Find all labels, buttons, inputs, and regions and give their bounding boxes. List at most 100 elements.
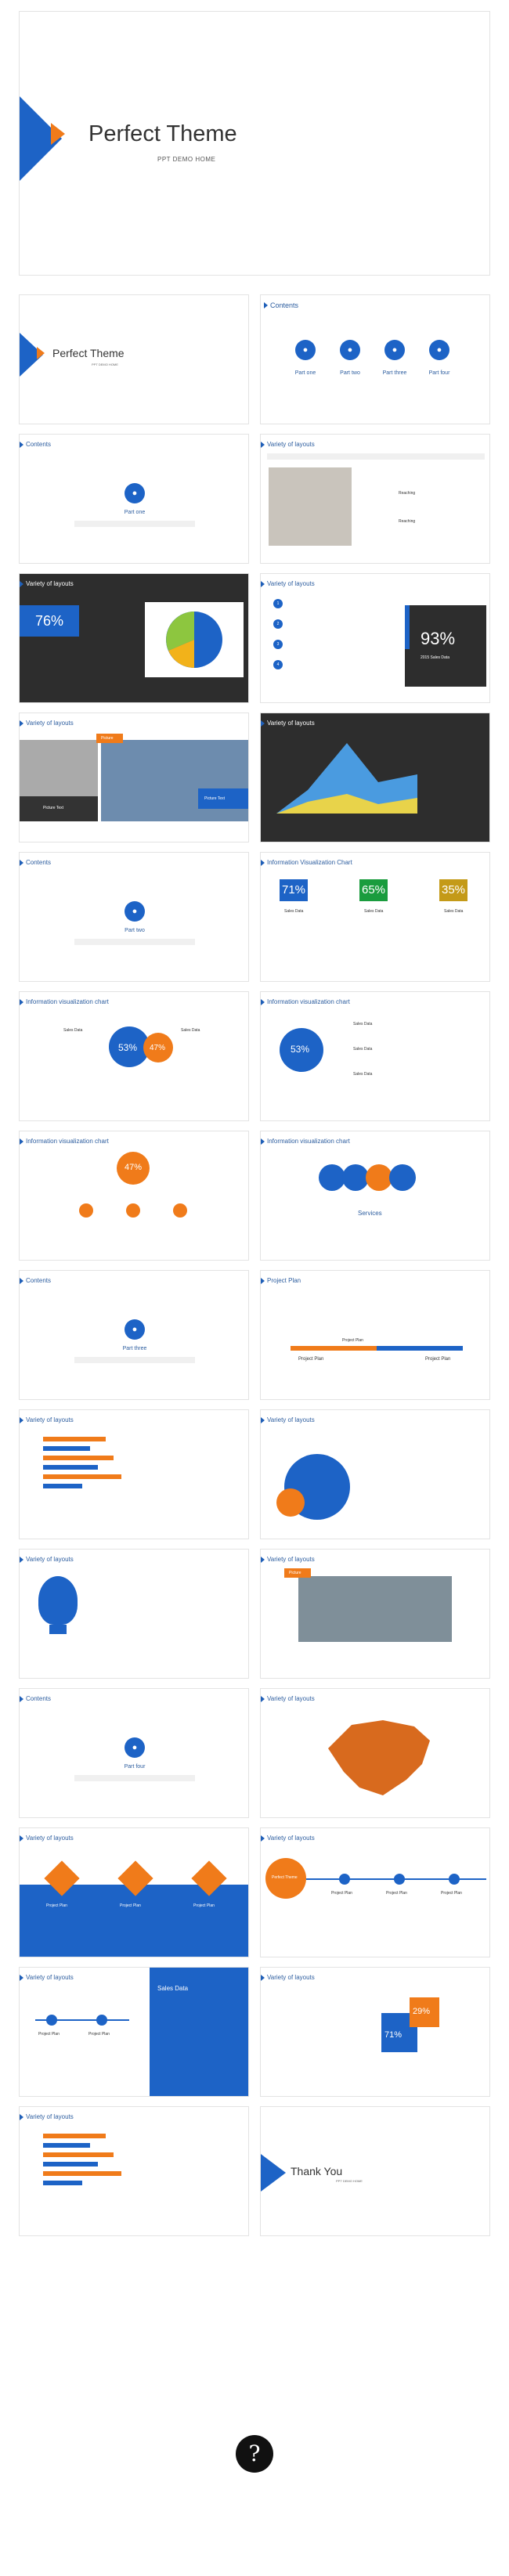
slide-variety-13[interactable]: Variety of layouts Project Plan Project …: [19, 1967, 249, 2097]
text-placeholder: [74, 939, 195, 945]
slide-variety-4[interactable]: Variety of layouts Picture Text Picture …: [19, 713, 249, 842]
service-circle: [389, 1164, 416, 1191]
plan-label: Project Plan: [193, 1903, 215, 1908]
picture-text-box: [198, 788, 248, 809]
slide-variety-3[interactable]: Variety of layouts 1 2 3 4 93% 2015 Sale…: [260, 573, 490, 703]
stat-47: 47%: [125, 1163, 143, 1172]
circle-47: [143, 1033, 173, 1063]
plan-label: Project Plan: [38, 2032, 60, 2037]
part-one-icon: ●: [295, 340, 316, 360]
slide-variety-12[interactable]: Variety of layouts Perfect Theme Project…: [260, 1827, 490, 1957]
hbar: [43, 1437, 106, 1441]
text-placeholder: [267, 453, 485, 460]
sales-data-label: Sales Data: [353, 1022, 373, 1026]
contents-part-label: Part one: [294, 370, 316, 376]
slide-info-chart-3[interactable]: Information visualization chart 53% Sale…: [260, 991, 490, 1121]
slide-title: Variety of layouts: [261, 1695, 315, 1702]
slide-variety-5[interactable]: Variety of layouts: [260, 713, 490, 842]
list-bullet-icon: 4: [273, 660, 283, 669]
slide-title: Variety of layouts: [261, 580, 315, 587]
thanks-blue-triangle: [261, 2154, 286, 2192]
hbar: [43, 1484, 82, 1488]
stat-53: 53%: [291, 1044, 310, 1055]
slide-variety-1[interactable]: Variety of layouts Reaching Reaching: [260, 434, 490, 564]
slide-contents-overview[interactable]: Contents ● ● ● ● Part one Part two Part …: [260, 294, 490, 424]
part-three-icon: ●: [125, 1319, 145, 1340]
plan-label: Project Plan: [342, 1338, 363, 1343]
stat-panel: [405, 605, 486, 687]
slide-part-two[interactable]: Contents ● Part two: [19, 852, 249, 982]
part-label: Part two: [125, 928, 145, 933]
slide-variety-10[interactable]: Variety of layouts: [260, 1688, 490, 1818]
slide-variety-2[interactable]: Variety of layouts 76%: [19, 573, 249, 703]
part-four-icon: ●: [429, 340, 449, 360]
slide-title: Information visualization chart: [20, 998, 109, 1005]
lightbulb-icon: [38, 1576, 78, 1625]
slide-title: Contents: [20, 1695, 52, 1702]
slide-info-chart-5[interactable]: Information visualization chart Services: [260, 1131, 490, 1261]
stat-65: 65%: [359, 879, 388, 901]
hbar: [43, 2143, 90, 2148]
sales-data-label: Sales Data: [353, 1072, 373, 1077]
small-orange-circle: [126, 1203, 140, 1218]
slide-title: Variety of layouts: [261, 1416, 315, 1423]
part-label: Part three: [122, 1346, 147, 1351]
photo-placeholder: [269, 467, 352, 546]
contents-part-label: Part four: [428, 370, 450, 376]
stat-71: 71%: [280, 879, 308, 901]
slide-variety-11[interactable]: Variety of layouts Project Plan Project …: [19, 1827, 249, 1957]
stat-29: 29%: [413, 2007, 431, 2016]
hbar: [43, 1465, 98, 1470]
slide-title: Contents: [20, 1277, 52, 1284]
part-two-icon: ●: [125, 901, 145, 922]
picture-text-label: Picture Text: [43, 806, 64, 810]
picture-tag: [96, 734, 123, 743]
plan-label: Project Plan: [298, 1357, 324, 1362]
perfect-theme-circle: [265, 1858, 306, 1899]
part-three-icon: ●: [384, 340, 405, 360]
slide-title: Information visualization chart: [20, 1138, 109, 1145]
china-map: [328, 1720, 430, 1795]
timeline-dot: [449, 1874, 460, 1885]
sales-data-label: Sales Data: [63, 1028, 83, 1033]
slide-title: Variety of layouts: [261, 720, 315, 727]
service-circle: [366, 1164, 392, 1191]
hbar: [43, 1456, 114, 1460]
sales-data-label: 2015 Sales Data: [421, 655, 449, 660]
brand-logo: ?: [236, 2435, 273, 2473]
cover-slide[interactable]: Perfect Theme PPT DEMO HOME: [19, 11, 490, 276]
slide-part-three[interactable]: Contents ● Part three: [19, 1270, 249, 1400]
stat-35: 35%: [439, 879, 467, 901]
cover-orange-triangle: [51, 123, 65, 145]
slide-small-cover[interactable]: Perfect Theme PPT DEMO HOME: [19, 294, 249, 424]
slide-info-chart-1[interactable]: Information Visualization Chart 71% 65% …: [260, 852, 490, 982]
plan-label: Project Plan: [386, 1891, 407, 1896]
small-cover-orange-triangle: [37, 347, 45, 359]
blue-band: [20, 1885, 248, 1957]
slide-variety-15[interactable]: Variety of layouts: [19, 2106, 249, 2236]
slide-info-chart-4[interactable]: Information visualization chart 47%: [19, 1131, 249, 1261]
service-circle: [319, 1164, 345, 1191]
slide-info-chart-2[interactable]: Information visualization chart 53% 47% …: [19, 991, 249, 1121]
slide-variety-14[interactable]: Variety of layouts 71% 29%: [260, 1967, 490, 2097]
sales-data-label: Sales Data: [157, 1985, 189, 1992]
slide-variety-7[interactable]: Variety of layouts: [260, 1409, 490, 1539]
service-circle: [342, 1164, 369, 1191]
thanks-title: Thank You: [291, 2165, 343, 2177]
reaching-label: Reaching: [399, 491, 416, 496]
timeline-line: [35, 2019, 129, 2021]
slide-variety-6[interactable]: Variety of layouts: [19, 1409, 249, 1539]
sales-data-panel: [150, 1968, 248, 2096]
circle-53: [109, 1026, 150, 1067]
slide-variety-9[interactable]: Variety of layouts Picture: [260, 1549, 490, 1679]
slide-variety-8[interactable]: Variety of layouts: [19, 1549, 249, 1679]
cover-subtitle: PPT DEMO HOME: [157, 156, 216, 163]
slide-title: Contents: [20, 859, 52, 866]
slide-thank-you[interactable]: Thank You PPT DEMO HOME: [260, 2106, 490, 2236]
timeline-progress: [291, 1346, 377, 1351]
text-placeholder: [74, 1357, 195, 1363]
slide-part-one[interactable]: Contents ● Part one: [19, 434, 249, 564]
slide-part-four[interactable]: Contents ● Part four: [19, 1688, 249, 1818]
slide-project-plan-1[interactable]: Project Plan Project Plan Project Plan P…: [260, 1270, 490, 1400]
picture-tag: [284, 1568, 311, 1578]
